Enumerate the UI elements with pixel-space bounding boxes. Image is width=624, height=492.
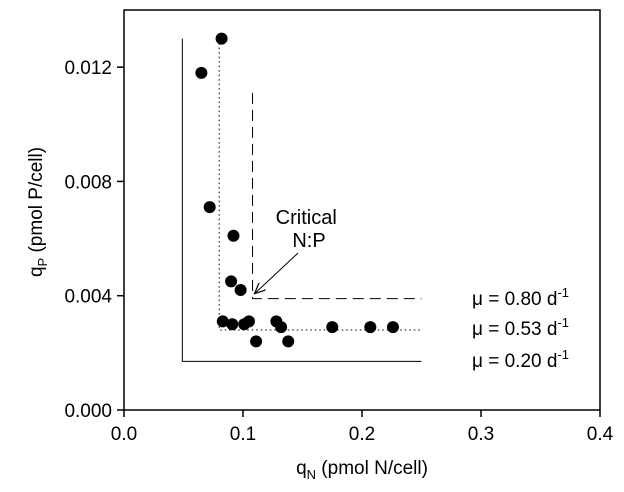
y-tick-label: 0.008	[64, 172, 112, 193]
x-axis-title-main: q	[296, 458, 307, 479]
data-point	[282, 335, 295, 348]
data-point	[364, 321, 377, 334]
x-tick-label: 0.2	[349, 424, 375, 445]
mu-label-053-prefix: μ =	[472, 319, 505, 340]
mu-labels: μ = 0.80 d-1 μ = 0.53 d-1 μ = 0.20 d-1	[472, 285, 569, 372]
y-tick-label: 0.004	[64, 287, 112, 308]
critical-np-label: Critical N:P	[276, 207, 343, 252]
mu-label-020-exp: -1	[557, 347, 569, 362]
x-axis-title-rest: (pmol N/cell)	[316, 458, 428, 479]
data-point	[234, 284, 247, 296]
critical-np-arrow	[255, 252, 299, 294]
y-axis-title-rest: (pmol P/cell)	[26, 147, 47, 258]
data-point	[216, 315, 229, 328]
data-point	[226, 318, 239, 331]
x-tick-label: 0.1	[230, 424, 256, 445]
threshold-line-dashed	[252, 92, 422, 300]
mu-label-080: μ = 0.80 d-1	[472, 285, 569, 310]
x-axis-title-subscript: N	[307, 467, 316, 482]
data-point	[242, 315, 255, 328]
data-point	[203, 201, 216, 214]
mu-label-020-unit: d	[542, 351, 558, 372]
data-point	[250, 335, 263, 348]
threshold-lines	[181, 38, 422, 362]
threshold-line-dotted	[218, 38, 422, 331]
mu-label-020-value: 0.20	[505, 351, 542, 372]
x-tick-label: 0.3	[468, 424, 494, 445]
y-axis-title-main: q	[26, 266, 47, 277]
mu-label-053-value: 0.53	[505, 319, 542, 340]
data-point	[275, 321, 288, 334]
data-point	[195, 66, 208, 79]
mu-label-020-prefix: μ =	[472, 351, 505, 372]
mu-label-053-unit: d	[542, 319, 558, 340]
critical-np-label-line-1: Critical	[276, 207, 337, 229]
data-points	[195, 32, 399, 348]
x-axis-title: qN (pmol N/cell)	[296, 458, 428, 482]
plot-area-frame	[123, 9, 601, 411]
threshold-line-solid	[181, 38, 422, 362]
x-tick-label: 0.4	[587, 424, 614, 445]
mu-label-053-exp: -1	[557, 315, 569, 330]
data-point	[326, 321, 339, 334]
data-point	[215, 32, 228, 45]
y-tick-label: 0.012	[64, 58, 112, 79]
mu-label-053: μ = 0.53 d-1	[472, 315, 569, 340]
y-axis-title: qP (pmol P/cell)	[26, 147, 50, 277]
mu-label-020: μ = 0.20 d-1	[472, 347, 569, 372]
y-axis-title-subscript: P	[35, 258, 50, 267]
y-tick-label: 0.000	[64, 401, 112, 422]
data-point	[225, 275, 238, 288]
data-point	[386, 321, 399, 334]
mu-label-080-prefix: μ =	[472, 289, 505, 310]
y-axis: 0.000 0.004 0.008 0.012	[64, 58, 124, 422]
x-axis: 0.0 0.1 0.2 0.3 0.4	[111, 410, 614, 445]
x-tick-label: 0.0	[111, 424, 137, 445]
mu-label-080-value: 0.80	[505, 289, 542, 310]
mu-label-080-exp: -1	[557, 285, 569, 300]
critical-np-label-line-2: N:P	[292, 230, 325, 252]
mu-label-080-unit: d	[542, 289, 558, 310]
data-point	[227, 229, 240, 242]
